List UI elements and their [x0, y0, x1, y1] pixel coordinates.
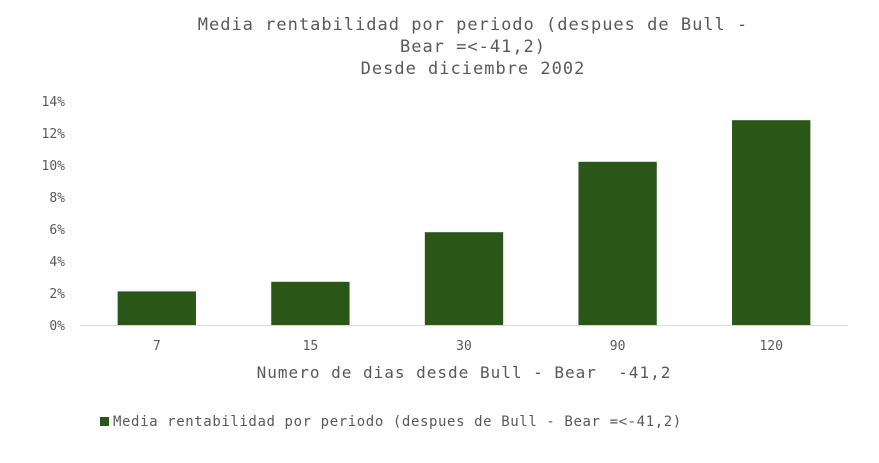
bar [117, 291, 196, 325]
chart-title-line-2: Bear =<-41,2) [400, 37, 546, 57]
bar [271, 281, 350, 325]
chart-title-line-1: Media rentabilidad por periodo (despues … [198, 15, 749, 35]
y-tick-label: 4% [49, 255, 65, 270]
bar [732, 120, 811, 325]
x-tick-label: 7 [153, 339, 161, 354]
x-tick-label: 15 [303, 339, 319, 354]
bar [578, 161, 657, 325]
y-tick-label: 0% [49, 319, 65, 334]
x-axis-tick-labels: 7 15 30 90 120 [153, 339, 783, 354]
x-tick-label: 30 [456, 339, 472, 354]
x-axis-title: Numero de dias desde Bull - Bear -41,2 [257, 363, 672, 382]
y-axis-tick-labels: 0% 2% 4% 6% 8% 10% 12% 14% [42, 95, 66, 334]
legend: Media rentabilidad por periodo (despues … [100, 414, 682, 430]
x-tick-label: 90 [610, 339, 626, 354]
bar [424, 232, 504, 325]
chart-title-line-3: Desde diciembre 2002 [361, 59, 586, 79]
bars [117, 120, 811, 325]
y-tick-label: 12% [42, 127, 66, 142]
x-tick-label: 120 [759, 339, 782, 354]
legend-label: Media rentabilidad por periodo (despues … [113, 414, 682, 430]
chart-title: Media rentabilidad por periodo (despues … [198, 15, 749, 79]
y-tick-label: 2% [49, 287, 65, 302]
legend-swatch [100, 417, 109, 426]
y-tick-label: 10% [42, 159, 66, 174]
y-tick-label: 6% [49, 223, 65, 238]
y-tick-label: 14% [42, 95, 66, 110]
y-tick-label: 8% [49, 191, 65, 206]
